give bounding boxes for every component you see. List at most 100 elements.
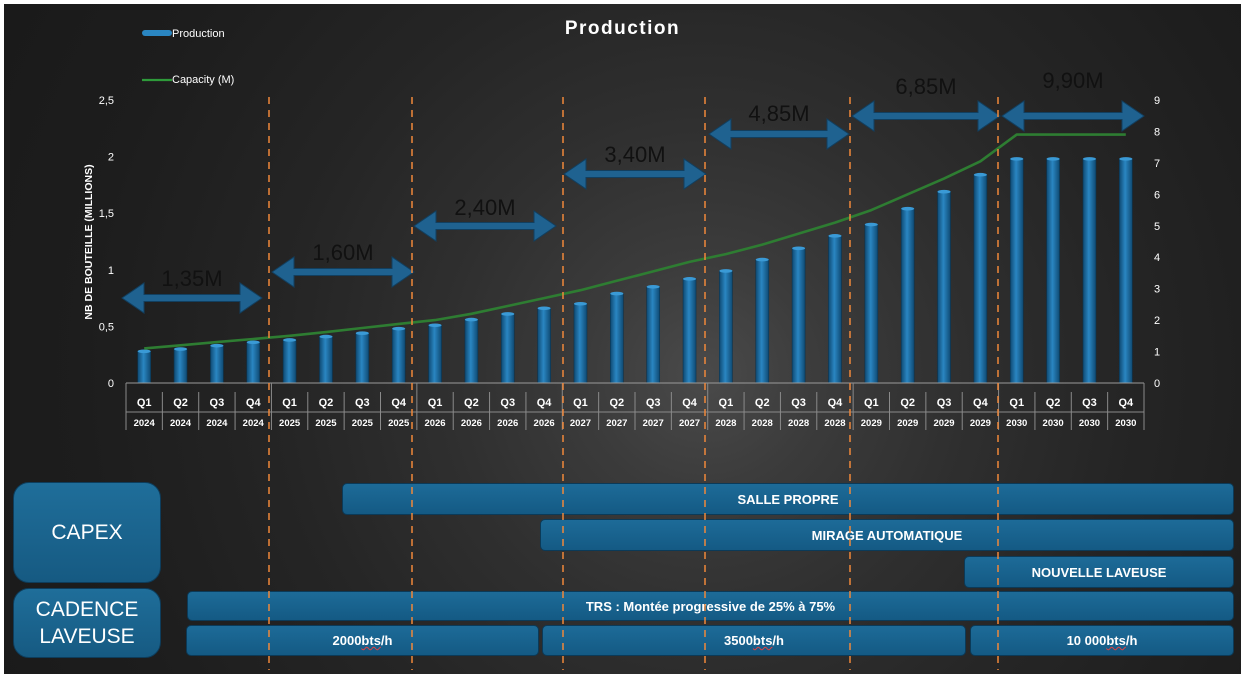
x-tick-quarter: Q4 xyxy=(973,397,989,409)
bar-cap xyxy=(464,317,478,322)
rate-bar-3500: 3500 bts/h xyxy=(542,625,966,656)
x-tick-year: 2028 xyxy=(752,418,773,429)
bar-production xyxy=(355,332,370,384)
range-arrow xyxy=(1001,100,1145,132)
x-tick-year: 2028 xyxy=(715,418,736,429)
cadence-label-line2: LAVEUSE xyxy=(39,625,135,648)
dashboard: 0 0,5 1 1,5 2 2,5 0 1 2 3 4 5 6 7 8 9 NB DE BOUTEILLE (M… xyxy=(4,4,1241,674)
x-tick-year: 2030 xyxy=(1043,418,1064,429)
x-tick-year: 2026 xyxy=(461,418,482,429)
range-arrow-label: 9,90M xyxy=(1042,68,1103,93)
bar-cap xyxy=(1082,157,1096,161)
x-tick-quarter: Q1 xyxy=(137,397,152,409)
x-tick-quarter: Q3 xyxy=(791,397,806,409)
y2-tick-label: 7 xyxy=(1154,158,1160,170)
x-tick-quarter: Q2 xyxy=(1046,397,1061,409)
legend-production-label: Production xyxy=(172,28,225,40)
range-arrow-label: 2,40M xyxy=(454,195,515,220)
bar-cap xyxy=(973,172,987,177)
x-tick-quarter: Q3 xyxy=(500,397,515,409)
y2-tick-label: 3 xyxy=(1154,284,1160,296)
range-arrow-label: 4,85M xyxy=(748,101,809,126)
capex-nouvelle-laveuse-bar: NOUVELLE LAVEUSE xyxy=(964,556,1234,588)
capex-label: CAPEX xyxy=(51,520,123,544)
y2-tick-label: 2 xyxy=(1154,315,1160,327)
bar-cap xyxy=(137,349,151,354)
bar-production xyxy=(646,286,660,384)
x-tick-year: 2025 xyxy=(279,418,301,429)
y2-tick-label: 0 xyxy=(1154,378,1160,390)
x-tick-quarter: Q1 xyxy=(428,397,443,409)
x-tick-quarter: Q4 xyxy=(537,397,553,409)
cadence-label-box: CADENCE LAVEUSE xyxy=(13,588,161,658)
bar-production xyxy=(319,336,333,384)
bar-cap xyxy=(573,301,587,306)
bar-production xyxy=(937,191,951,384)
bar-cap xyxy=(283,338,297,342)
bar-production xyxy=(210,345,224,384)
x-tick-quarter: Q4 xyxy=(246,397,262,409)
bar-production xyxy=(500,313,515,384)
x-tick-quarter: Q3 xyxy=(646,397,661,409)
trs-ramp-bar: TRS : Montée progressive de 25% à 75% xyxy=(187,591,1234,621)
y2-tick-label: 9 xyxy=(1154,95,1160,107)
bar-cap xyxy=(683,277,697,281)
bar-production xyxy=(573,303,588,384)
y-tick-label: 0 xyxy=(108,378,114,390)
bar-production xyxy=(1119,158,1133,384)
x-tick-year: 2029 xyxy=(933,418,954,429)
x-tick-quarter: Q1 xyxy=(719,397,734,409)
y-tick-label: 1,5 xyxy=(99,208,114,220)
x-tick-year: 2029 xyxy=(861,418,882,429)
bar-cap xyxy=(755,257,769,262)
x-tick-year: 2024 xyxy=(170,418,192,429)
x-tick-year: 2029 xyxy=(970,418,991,429)
bar-cap xyxy=(646,284,660,289)
x-tick-quarter: Q3 xyxy=(1082,397,1097,409)
bar-production xyxy=(282,339,297,384)
bar-cap xyxy=(828,234,842,238)
bar-production xyxy=(1009,158,1024,384)
x-tick-year: 2024 xyxy=(206,418,228,429)
x-tick-quarter: Q3 xyxy=(937,397,952,409)
chart-title: Production xyxy=(564,18,681,39)
bar-production xyxy=(755,259,770,384)
x-tick-quarter: Q1 xyxy=(864,397,879,409)
range-arrow xyxy=(413,210,557,242)
y-tick-label: 2,5 xyxy=(99,95,114,107)
x-tick-quarter: Q4 xyxy=(391,397,407,409)
capacity-line xyxy=(144,133,1126,350)
x-tick-year: 2027 xyxy=(643,418,664,429)
x-tick-quarter: Q1 xyxy=(282,397,297,409)
legend-production-swatch xyxy=(142,30,172,36)
y2-tick-label: 5 xyxy=(1154,221,1160,233)
bar-production xyxy=(828,235,842,384)
bar-cap xyxy=(246,340,260,345)
x-tick-quarter: Q2 xyxy=(464,397,479,409)
x-tick-year: 2026 xyxy=(424,418,445,429)
bar-production xyxy=(537,307,551,384)
bar-production xyxy=(900,208,915,384)
range-arrow xyxy=(271,256,415,288)
range-arrow-label: 1,35M xyxy=(161,266,222,291)
bar-cap xyxy=(719,269,733,273)
x-tick-quarter: Q3 xyxy=(355,397,370,409)
rate-bar-10000: 10 000 bts/h xyxy=(970,625,1234,656)
bar-cap xyxy=(428,323,442,328)
production-chart: 0 0,5 1 1,5 2 2,5 0 1 2 3 4 5 6 7 8 9 NB DE BOUTEILLE (M… xyxy=(83,30,1160,430)
bar-cap xyxy=(210,343,224,348)
y2-tick-label: 4 xyxy=(1154,252,1160,264)
bar-cap xyxy=(610,291,624,296)
y-tick-label: 1 xyxy=(108,265,114,277)
x-tick-quarter: Q2 xyxy=(319,397,334,409)
x-tick-quarter: Q3 xyxy=(210,397,225,409)
x-tick-year: 2027 xyxy=(679,418,700,429)
x-tick-year: 2029 xyxy=(897,418,918,429)
x-tick-year: 2028 xyxy=(824,418,845,429)
bar-production xyxy=(1082,158,1097,384)
x-tick-year: 2024 xyxy=(243,418,265,429)
range-arrow xyxy=(708,118,850,150)
bar-cap xyxy=(501,312,515,316)
y2-tick-label: 1 xyxy=(1154,347,1160,359)
bar-cap xyxy=(1046,157,1060,161)
